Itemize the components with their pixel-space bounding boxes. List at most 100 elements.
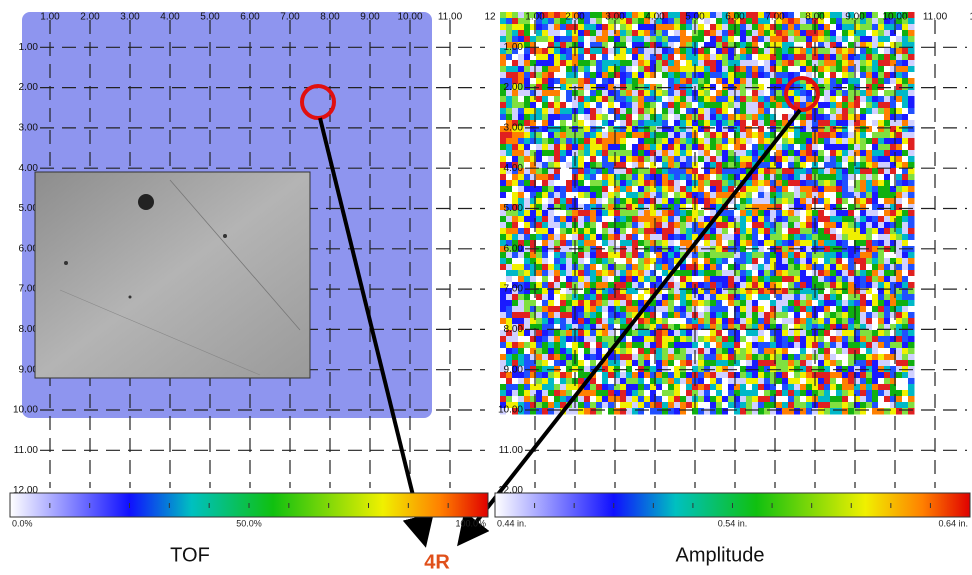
speckle	[638, 390, 645, 397]
speckle	[608, 108, 615, 115]
speckle	[620, 102, 627, 109]
speckle	[542, 210, 549, 217]
speckle	[674, 240, 681, 247]
speckle	[812, 36, 819, 43]
speckle	[560, 336, 567, 343]
speckle	[542, 150, 549, 157]
speckle	[620, 282, 627, 289]
speckle	[818, 132, 825, 139]
speckle	[716, 324, 723, 331]
speckle	[740, 222, 747, 229]
speckle	[848, 324, 855, 331]
speckle	[716, 138, 723, 145]
speckle	[620, 360, 627, 367]
speckle	[632, 54, 639, 61]
speckle	[536, 330, 543, 337]
speckle	[782, 306, 789, 313]
speckle	[536, 378, 543, 385]
speckle	[872, 126, 879, 133]
speckle	[554, 156, 561, 163]
speckle	[572, 276, 579, 283]
speckle	[902, 174, 909, 181]
speckle	[776, 66, 783, 73]
speckle	[584, 198, 591, 205]
speckle	[638, 372, 645, 379]
speckle	[656, 204, 663, 211]
speckle	[806, 54, 813, 61]
speckle	[704, 234, 711, 241]
speckle	[644, 252, 651, 259]
speckle	[566, 270, 573, 277]
speckle	[842, 228, 849, 235]
speckle	[758, 198, 765, 205]
speckle	[500, 30, 507, 37]
speckle	[668, 150, 675, 157]
speckle	[542, 156, 549, 163]
speckle	[866, 318, 873, 325]
speckle	[878, 162, 885, 169]
speckle	[818, 372, 825, 379]
speckle	[608, 96, 615, 103]
speckle	[866, 378, 873, 385]
speckle	[686, 336, 693, 343]
speckle	[668, 258, 675, 265]
speckle	[728, 396, 735, 403]
speckle	[764, 96, 771, 103]
speckle	[848, 162, 855, 169]
speckle	[722, 258, 729, 265]
speckle	[860, 384, 867, 391]
speckle	[800, 150, 807, 157]
speckle	[848, 282, 855, 289]
speckle	[722, 174, 729, 181]
speckle	[644, 48, 651, 55]
speckle	[662, 78, 669, 85]
speckle	[824, 156, 831, 163]
speckle	[560, 294, 567, 301]
speckle	[800, 162, 807, 169]
speckle	[500, 258, 507, 265]
speckle	[794, 336, 801, 343]
x-tick-label: 10.00	[882, 12, 907, 23]
speckle	[590, 402, 597, 409]
speckle	[788, 330, 795, 337]
speckle	[602, 342, 609, 349]
speckle	[824, 210, 831, 217]
speckle	[884, 96, 891, 103]
speckle	[872, 174, 879, 181]
speckle	[728, 174, 735, 181]
speckle	[536, 138, 543, 145]
speckle	[866, 240, 873, 247]
speckle	[848, 30, 855, 37]
speckle	[800, 120, 807, 127]
speckle	[860, 258, 867, 265]
speckle	[908, 24, 915, 31]
speckle	[608, 162, 615, 169]
speckle	[758, 402, 765, 409]
speckle	[818, 78, 825, 85]
speckle	[698, 276, 705, 283]
speckle	[584, 258, 591, 265]
speckle	[704, 108, 711, 115]
speckle	[656, 312, 663, 319]
speckle	[686, 114, 693, 121]
speckle	[590, 168, 597, 175]
speckle	[578, 312, 585, 319]
speckle	[728, 222, 735, 229]
speckle	[578, 132, 585, 139]
speckle	[584, 270, 591, 277]
speckle	[668, 72, 675, 79]
speckle	[890, 102, 897, 109]
speckle	[686, 204, 693, 211]
speckle	[704, 258, 711, 265]
speckle	[626, 378, 633, 385]
speckle	[848, 78, 855, 85]
speckle	[764, 354, 771, 361]
speckle	[764, 294, 771, 301]
speckle	[782, 288, 789, 295]
speckle	[512, 96, 519, 103]
speckle	[740, 360, 747, 367]
speckle	[716, 18, 723, 25]
speckle	[548, 312, 555, 319]
speckle	[674, 354, 681, 361]
speckle	[866, 270, 873, 277]
